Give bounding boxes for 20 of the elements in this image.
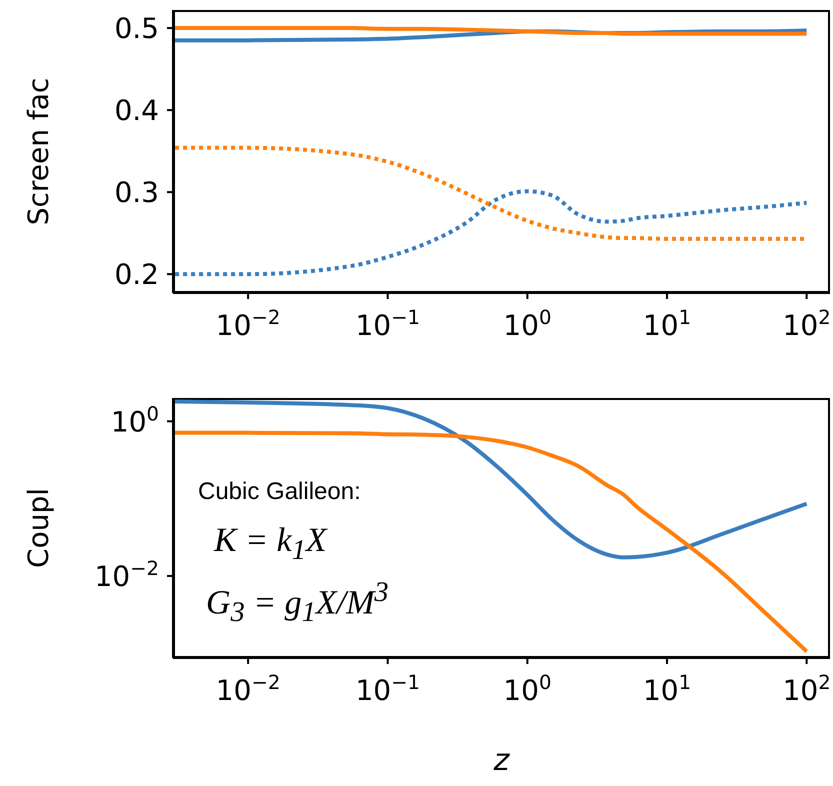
y-tick-label: 0.3: [114, 176, 159, 210]
x-tick-label: 10$^{0}$: [503, 306, 552, 342]
x-tick-label: 10$^{−2}$: [216, 306, 280, 342]
formula-note: Cubic Galileon: K = k$_{1}$X G$_{3}$ = g$_{1}$X/M$^{3}$: [198, 478, 389, 630]
x-tick-label: 10$^{2}$: [782, 670, 831, 707]
x-tick-label: 10$^{2}$: [782, 306, 831, 342]
x-axis-title: z: [492, 743, 511, 778]
x-tick-label: 10$^{−2}$: [216, 670, 280, 707]
x-tick-label: 10$^{1}$: [642, 670, 692, 707]
x-tick-label: 10$^{1}$: [642, 306, 692, 342]
y-tick-label: 10$^{0}$: [110, 402, 159, 438]
y-tick-label: 0.4: [114, 94, 159, 128]
y-tick-label: 0.5: [114, 12, 159, 46]
y-tick-label: 10$^{−2}$: [94, 556, 159, 593]
x-tick-label: 10$^{−1}$: [355, 670, 420, 707]
y-axis-title: Screen fac: [22, 78, 55, 226]
x-tick-label: 10$^{−1}$: [355, 306, 420, 342]
y-tick-label: 0.2: [114, 258, 159, 292]
x-tick-label: 10$^{0}$: [503, 670, 552, 707]
y-axis-title: Coupl: [22, 488, 55, 568]
